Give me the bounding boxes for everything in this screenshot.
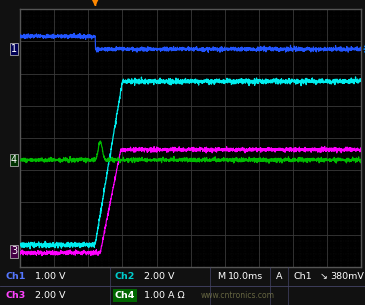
Text: www.cntronics.com: www.cntronics.com bbox=[201, 291, 275, 300]
Text: 2.00 V: 2.00 V bbox=[144, 272, 175, 281]
Text: M: M bbox=[217, 272, 225, 281]
Text: 4: 4 bbox=[11, 155, 17, 165]
Text: T: T bbox=[92, 0, 99, 8]
Text: 1: 1 bbox=[11, 44, 17, 54]
Text: Ch1: Ch1 bbox=[294, 272, 312, 281]
Text: Ch4: Ch4 bbox=[115, 291, 135, 300]
Text: Ch2: Ch2 bbox=[115, 272, 135, 281]
Text: 3: 3 bbox=[11, 246, 17, 257]
Text: 10.0ms: 10.0ms bbox=[228, 272, 264, 281]
Text: 1.00 A Ω: 1.00 A Ω bbox=[144, 291, 185, 300]
Text: Ch1: Ch1 bbox=[5, 272, 26, 281]
Text: 380mV: 380mV bbox=[330, 272, 364, 281]
Text: A: A bbox=[276, 272, 282, 281]
Text: Ch3: Ch3 bbox=[5, 291, 26, 300]
Text: 1.00 V: 1.00 V bbox=[35, 272, 65, 281]
Text: ↘: ↘ bbox=[319, 272, 327, 281]
Text: 2.00 V: 2.00 V bbox=[35, 291, 65, 300]
